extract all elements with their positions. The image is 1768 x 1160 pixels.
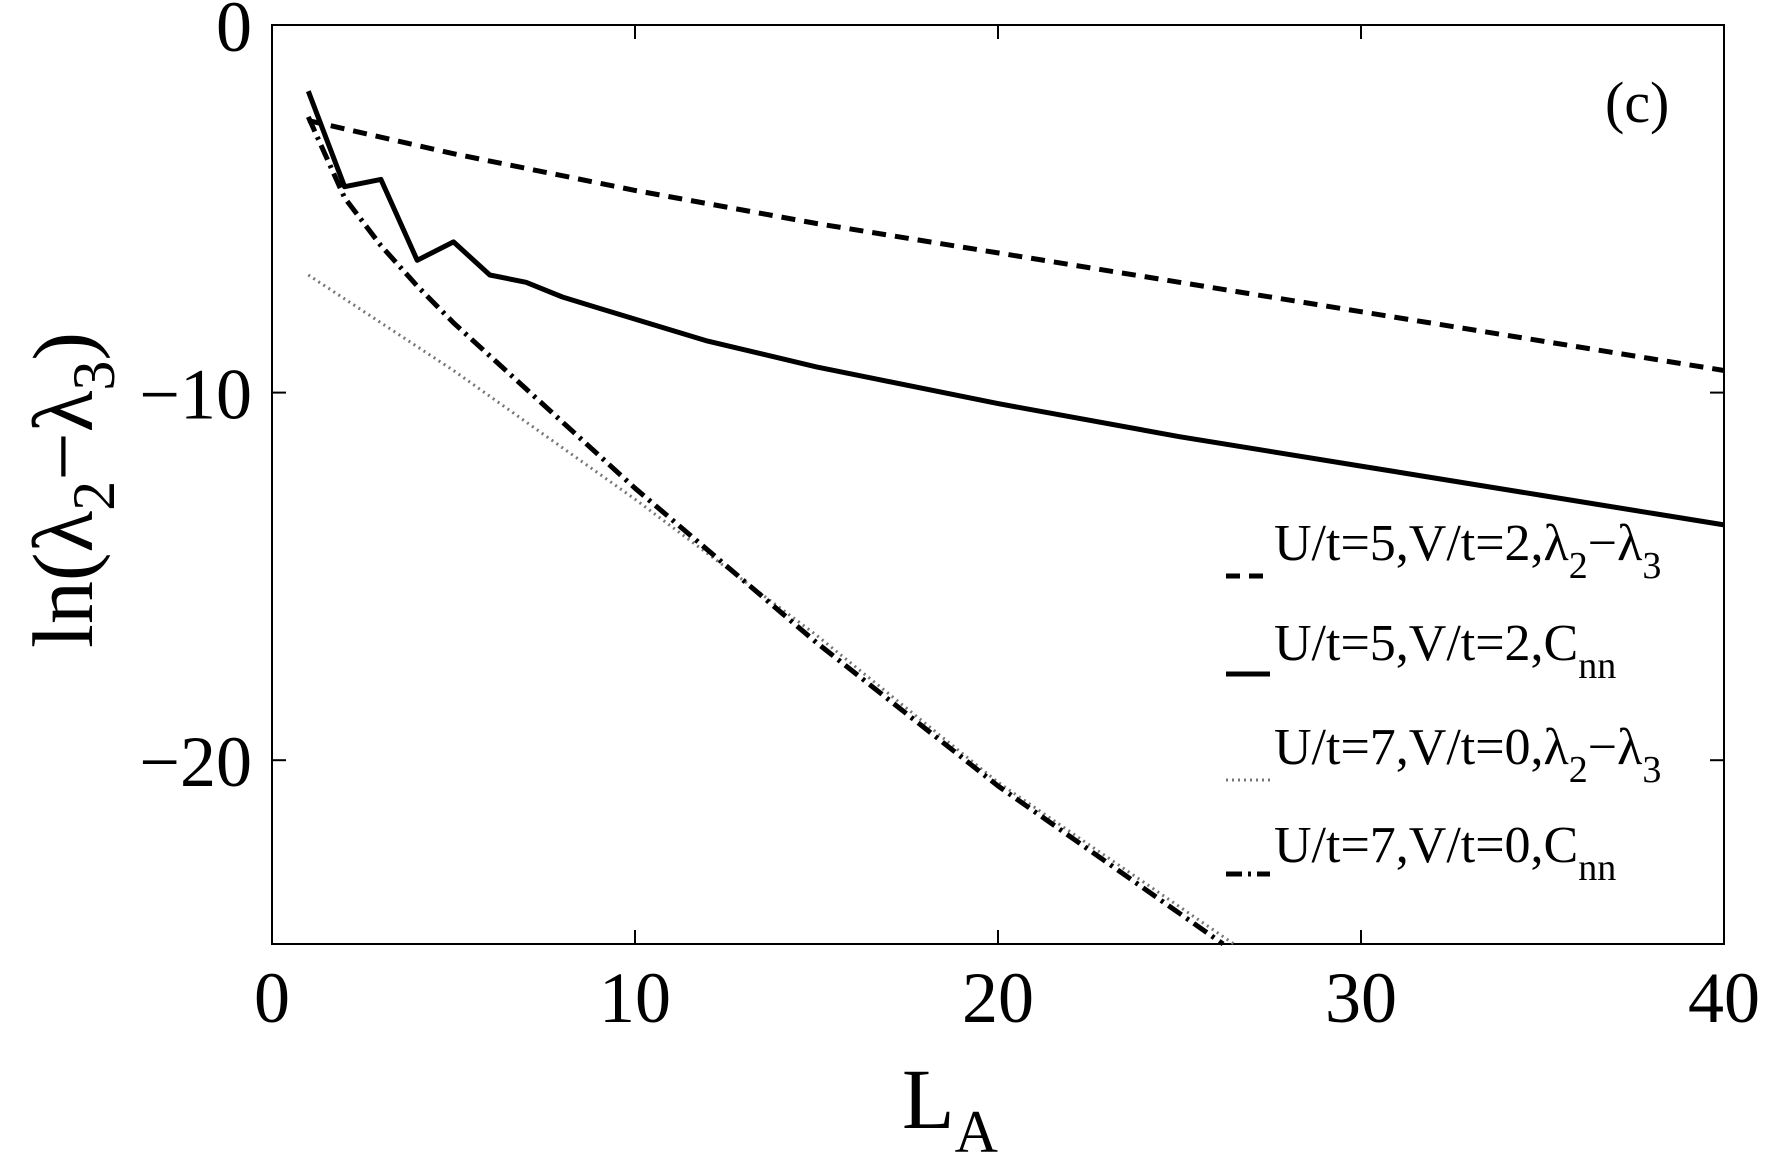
y-axis-label: ln(λ2−λ3): [15, 332, 127, 648]
y-tick-label: −20: [139, 722, 252, 802]
legend-entry-2: U/t=5,V/t=2,Cnn: [1274, 615, 1616, 687]
y-axis-label-sub1: 2: [61, 481, 127, 511]
x-tick-label: 10: [599, 958, 671, 1038]
legend-entry-main: U/t=7,V/t=0,C: [1274, 817, 1578, 874]
x-axis-label-main: L: [902, 1051, 955, 1147]
legend-entry-3: U/t=7,V/t=0,λ2−λ3: [1274, 719, 1661, 791]
x-axis-label: LA: [902, 1051, 998, 1160]
y-tick-label: 0: [216, 0, 252, 67]
legend-entry-main: U/t=7,V/t=0,λ: [1274, 719, 1569, 776]
legend-entry-4: U/t=7,V/t=0,Cnn: [1274, 817, 1616, 889]
y-axis-label-mid: −λ: [15, 390, 111, 481]
legend-entry-mid: −λ: [1588, 515, 1643, 572]
legend-entry-sub: 2: [1569, 545, 1588, 587]
y-axis-label-sub2: 3: [61, 361, 127, 391]
series-line-3: [307, 273, 1235, 946]
legend-entry-sub: 2: [1569, 749, 1588, 791]
series-layer: [305, 90, 1725, 947]
legend: U/t=5,V/t=2,λ2−λ3U/t=5,V/t=2,CnnU/t=7,V/…: [1226, 515, 1661, 889]
x-tick-label: 0: [254, 958, 290, 1038]
legend-entry-main: U/t=5,V/t=2,C: [1274, 615, 1578, 672]
legend-entry-sub2: 3: [1642, 749, 1661, 791]
x-tick-label: 30: [1325, 958, 1397, 1038]
axis-ticks: 0 10 20 30 40 0 −10 −20: [139, 0, 1760, 1038]
legend-entry-sub: nn: [1578, 847, 1616, 889]
panel-label: (c): [1605, 70, 1669, 135]
legend-entry-sub2: 3: [1642, 545, 1661, 587]
series-line-2: [305, 90, 1725, 528]
x-tick-label: 40: [1688, 958, 1760, 1038]
x-axis-label-sub: A: [955, 1099, 998, 1160]
y-axis-label-suffix: ): [15, 332, 111, 361]
x-tick-label: 20: [962, 958, 1034, 1038]
series-line-4: [306, 115, 1225, 947]
y-axis-label-prefix: ln(λ: [15, 511, 111, 649]
legend-entry-mid: −λ: [1588, 719, 1643, 776]
legend-entry-sub: nn: [1578, 645, 1616, 687]
legend-entry-main: U/t=5,V/t=2,λ: [1274, 515, 1569, 572]
legend-entry-1: U/t=5,V/t=2,λ2−λ3: [1274, 515, 1661, 587]
series-line-1: [307, 118, 1725, 373]
y-tick-label: −10: [139, 355, 252, 435]
